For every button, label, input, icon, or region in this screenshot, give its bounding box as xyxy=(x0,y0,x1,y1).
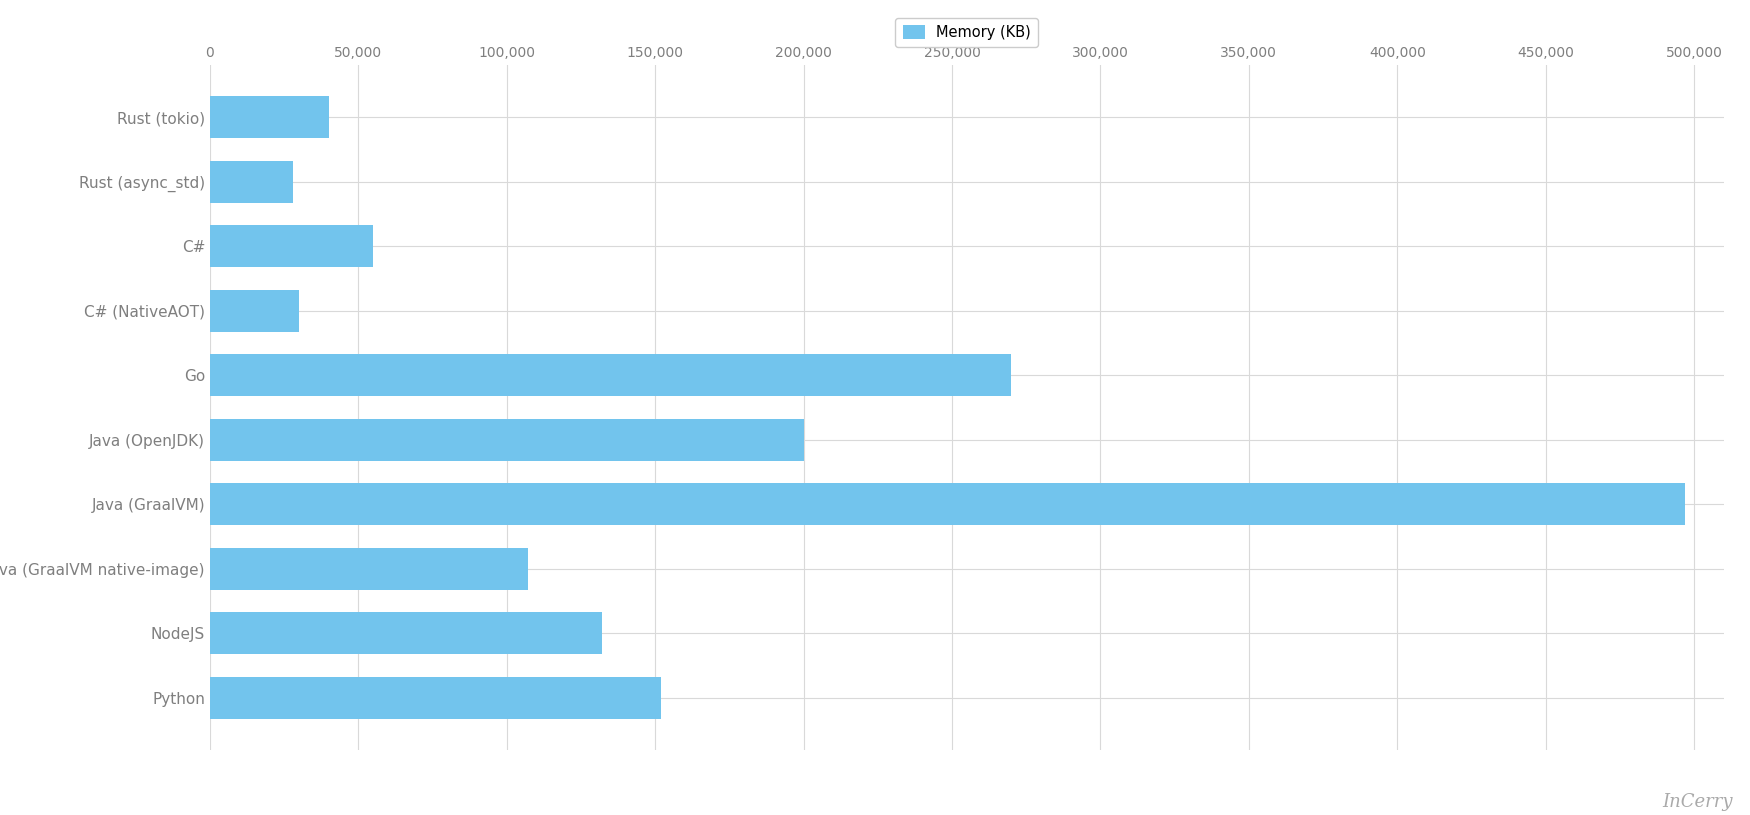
Bar xyxy=(210,483,1685,525)
Bar xyxy=(210,161,292,203)
Bar xyxy=(210,419,803,460)
Bar xyxy=(210,355,1011,396)
Bar xyxy=(210,225,373,267)
Bar xyxy=(210,548,527,590)
Legend: Memory (KB): Memory (KB) xyxy=(896,18,1038,47)
Bar xyxy=(210,96,329,139)
Bar xyxy=(210,676,662,719)
Bar xyxy=(210,290,299,332)
Bar xyxy=(210,612,602,654)
Text: InCerry: InCerry xyxy=(1662,793,1732,811)
